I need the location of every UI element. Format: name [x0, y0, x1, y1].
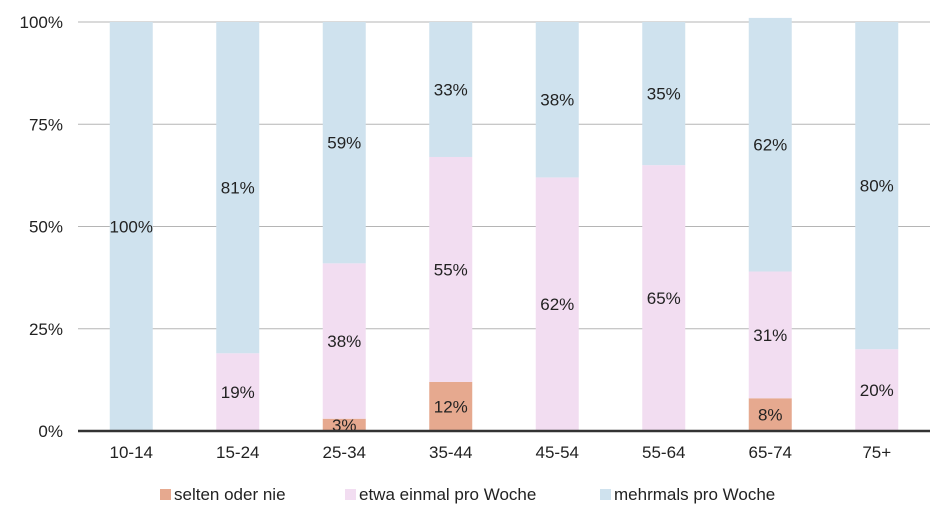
bars [109, 17, 899, 431]
bar-segment [429, 22, 473, 157]
bar-segment [855, 22, 899, 350]
bar-segment [748, 17, 792, 272]
x-axis-ticks: 10-14 15-24 25-34 35-44 45-54 55-64 65-74 75+ [78, 429, 930, 462]
legend-label: mehrmals pro Woche [614, 485, 775, 504]
data-label: 81% [221, 179, 255, 198]
data-label: 62% [753, 136, 787, 155]
data-label: 12% [434, 397, 468, 416]
legend-item: etwa einmal pro Woche [345, 485, 536, 504]
x-tick-label: 10-14 [110, 443, 153, 462]
legend: selten oder nie etwa einmal pro Woche mehr… [160, 485, 775, 504]
data-label: 8% [758, 406, 783, 425]
y-tick-label: 75% [29, 115, 63, 134]
bar-segment [109, 22, 153, 431]
data-label: 31% [753, 326, 787, 345]
bar-segment [642, 165, 686, 431]
y-tick-label: 100% [20, 13, 63, 32]
bar-segment [535, 22, 579, 178]
x-tick-label: 55-64 [642, 443, 685, 462]
bar-segment [322, 22, 366, 264]
x-tick-label: 15-24 [216, 443, 259, 462]
x-tick-label: 45-54 [536, 443, 579, 462]
legend-label: selten oder nie [174, 485, 286, 504]
bar-segment [216, 22, 260, 354]
bar-segment [216, 353, 260, 431]
data-labels: 100%19%81%3%38%59%12%55%33%62%38%65%35%8… [110, 80, 894, 434]
data-label: 59% [327, 134, 361, 153]
data-label: 100% [110, 218, 153, 237]
bar-segment [642, 22, 686, 166]
bar-segment [748, 271, 792, 399]
data-label: 38% [540, 91, 574, 110]
data-label: 65% [647, 289, 681, 308]
y-tick-label: 25% [29, 320, 63, 339]
y-tick-label: 0% [38, 422, 63, 441]
data-label: 80% [860, 177, 894, 196]
data-label: 35% [647, 85, 681, 104]
legend-item: mehrmals pro Woche [600, 485, 775, 504]
data-label: 19% [221, 383, 255, 402]
data-label: 38% [327, 332, 361, 351]
y-axis-ticks: 0% 25% 50% 75% 100% [20, 13, 63, 441]
legend-item: selten oder nie [160, 485, 286, 504]
x-tick-label: 35-44 [429, 443, 472, 462]
x-tick-label: 75+ [862, 443, 891, 462]
data-label: 55% [434, 260, 468, 279]
bar-segment [855, 349, 899, 431]
bar-segment [535, 177, 579, 431]
bar-segment [748, 398, 792, 431]
x-tick-label: 25-34 [323, 443, 366, 462]
legend-swatch [345, 489, 356, 500]
grid-lines [78, 21, 930, 330]
legend-swatch [600, 489, 611, 500]
bar-segment [322, 418, 366, 431]
data-label: 33% [434, 80, 468, 99]
legend-label: etwa einmal pro Woche [359, 485, 536, 504]
legend-swatch [160, 489, 171, 500]
bar-segment [429, 156, 473, 382]
data-label: 20% [860, 381, 894, 400]
data-label: 62% [540, 295, 574, 314]
bar-segment [429, 381, 473, 431]
y-tick-label: 50% [29, 218, 63, 237]
bar-segment [322, 263, 366, 419]
x-tick-label: 65-74 [749, 443, 792, 462]
